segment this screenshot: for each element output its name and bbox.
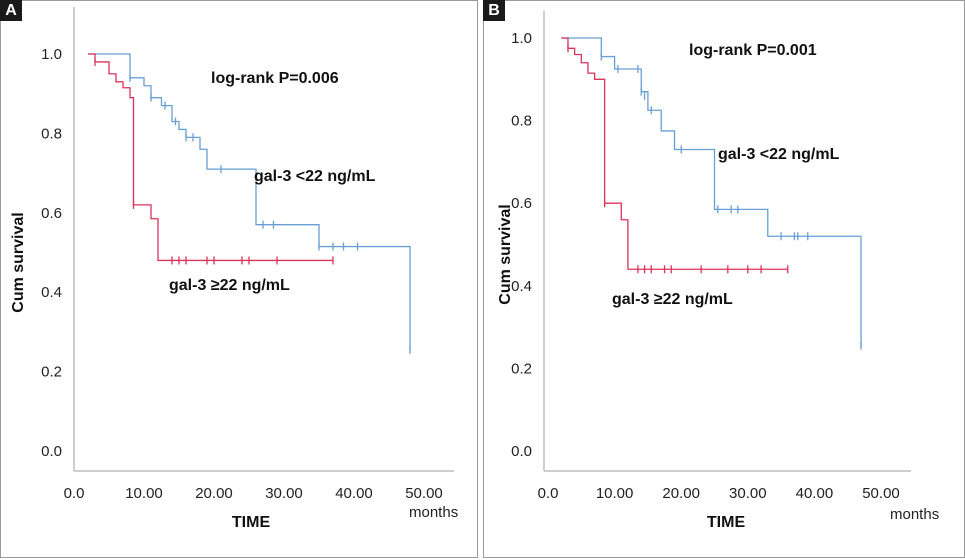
survival-curve xyxy=(561,37,788,270)
y-axis-label: Cum survival xyxy=(10,212,27,312)
low-gal3-label: gal-3 <22 ng/mL xyxy=(254,168,376,185)
y-tick-label: 0.2 xyxy=(511,360,532,377)
series-high-gal3 xyxy=(88,53,334,265)
series-high-gal3 xyxy=(561,37,789,274)
x-tick-label: 40.00 xyxy=(335,485,373,502)
y-tick-label: 0.0 xyxy=(511,443,532,460)
x-axis-label: TIME xyxy=(232,514,271,531)
y-axis-label: Cum survival xyxy=(497,204,514,304)
x-axis-units: months xyxy=(409,504,458,521)
y-tick-label: 0.6 xyxy=(41,205,62,222)
panel-b-label: B xyxy=(483,0,505,21)
y-tick-label: 1.0 xyxy=(511,30,532,47)
x-tick-label: 50.00 xyxy=(405,485,443,502)
y-tick-label: 0.8 xyxy=(41,125,62,142)
survival-curve xyxy=(88,53,411,350)
x-tick-label: 30.00 xyxy=(265,485,303,502)
x-tick-label: 0.0 xyxy=(64,485,85,502)
y-tick-label: 0.4 xyxy=(511,278,532,295)
low-gal3-label: gal-3 <22 ng/mL xyxy=(718,146,840,163)
x-axis-label: TIME xyxy=(707,514,746,531)
km-chart-b: 0.0 0.2 0.4 0.6 0.8 1.0 0.0 10.00 20.00 30.00 40.0… xyxy=(497,11,939,531)
panel-a: A 0.0 0.2 0.4 0.6 0.8 1.0 0.0 10.00 20.00 30.00 40… xyxy=(0,0,478,558)
x-tick-label: 0.0 xyxy=(538,485,559,502)
logrank-pvalue: log-rank P=0.001 xyxy=(689,42,817,59)
y-tick-label: 1.0 xyxy=(41,46,62,63)
survival-curve xyxy=(88,53,333,262)
x-axis-units: months xyxy=(890,506,939,523)
x-tick-label: 50.00 xyxy=(862,485,900,502)
y-tick-label: 0.2 xyxy=(41,364,62,381)
x-tick-label: 10.00 xyxy=(125,485,163,502)
survival-curve xyxy=(561,37,862,346)
x-tick-label: 20.00 xyxy=(662,485,700,502)
y-tick-label: 0.8 xyxy=(511,113,532,130)
series-low-gal3 xyxy=(88,53,411,354)
km-chart-a: 0.0 0.2 0.4 0.6 0.8 1.0 0.0 10.00 20.00 30.00 40.0… xyxy=(10,7,458,531)
x-tick-label: 30.00 xyxy=(729,485,767,502)
panel-b: B 0.0 0.2 0.4 0.6 0.8 1.0 0.0 10.00 20.00 30.00 40… xyxy=(483,0,965,558)
panel-a-label: A xyxy=(0,0,22,21)
high-gal3-label: gal-3 ≥22 ng/mL xyxy=(169,277,290,294)
x-tick-label: 40.00 xyxy=(796,485,834,502)
logrank-pvalue: log-rank P=0.006 xyxy=(211,70,339,87)
series-low-gal3 xyxy=(561,37,862,350)
high-gal3-label: gal-3 ≥22 ng/mL xyxy=(612,291,733,308)
x-tick-label: 10.00 xyxy=(596,485,634,502)
y-tick-label: 0.4 xyxy=(41,284,62,301)
y-tick-label: 0.6 xyxy=(511,195,532,212)
x-tick-label: 20.00 xyxy=(195,485,233,502)
y-tick-label: 0.0 xyxy=(41,443,62,460)
